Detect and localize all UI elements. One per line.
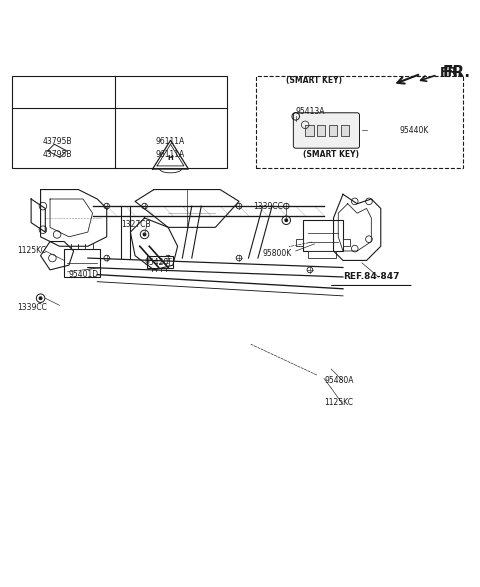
Text: 95480A: 95480A xyxy=(324,376,354,386)
Bar xyxy=(12,76,227,168)
Text: (SMART KEY): (SMART KEY) xyxy=(303,150,359,158)
FancyBboxPatch shape xyxy=(147,256,173,268)
Text: FR.: FR. xyxy=(442,65,470,80)
Bar xyxy=(343,239,350,247)
Text: H: H xyxy=(168,155,173,161)
Text: 1125KC: 1125KC xyxy=(17,247,46,255)
Text: 1339CC: 1339CC xyxy=(17,303,47,312)
FancyBboxPatch shape xyxy=(293,113,360,148)
FancyBboxPatch shape xyxy=(303,220,343,251)
Text: 95420J: 95420J xyxy=(144,258,171,267)
FancyBboxPatch shape xyxy=(64,249,100,277)
Text: 43795B: 43795B xyxy=(42,137,72,146)
Circle shape xyxy=(285,219,288,221)
Text: 43795B: 43795B xyxy=(42,150,72,158)
Text: 95401D: 95401D xyxy=(69,270,99,279)
Bar xyxy=(317,125,325,136)
Text: FR.: FR. xyxy=(440,66,463,79)
Bar xyxy=(296,239,303,247)
Text: 1339CC: 1339CC xyxy=(253,201,283,211)
FancyBboxPatch shape xyxy=(255,76,464,168)
Text: 96111A: 96111A xyxy=(156,137,185,146)
Bar xyxy=(341,125,349,136)
Text: 95800K: 95800K xyxy=(263,249,292,258)
Text: REF.84-847: REF.84-847 xyxy=(343,272,399,281)
Bar xyxy=(308,251,336,258)
Text: (SMART KEY): (SMART KEY) xyxy=(286,76,342,85)
Circle shape xyxy=(143,233,146,236)
Circle shape xyxy=(39,297,42,299)
Text: 1327CB: 1327CB xyxy=(121,221,151,230)
Bar xyxy=(329,125,337,136)
Text: 1125KC: 1125KC xyxy=(324,397,353,407)
Text: 95413A: 95413A xyxy=(296,107,325,116)
Text: 95440K: 95440K xyxy=(400,126,429,135)
Bar xyxy=(305,125,313,136)
Text: 96111A: 96111A xyxy=(156,150,185,158)
